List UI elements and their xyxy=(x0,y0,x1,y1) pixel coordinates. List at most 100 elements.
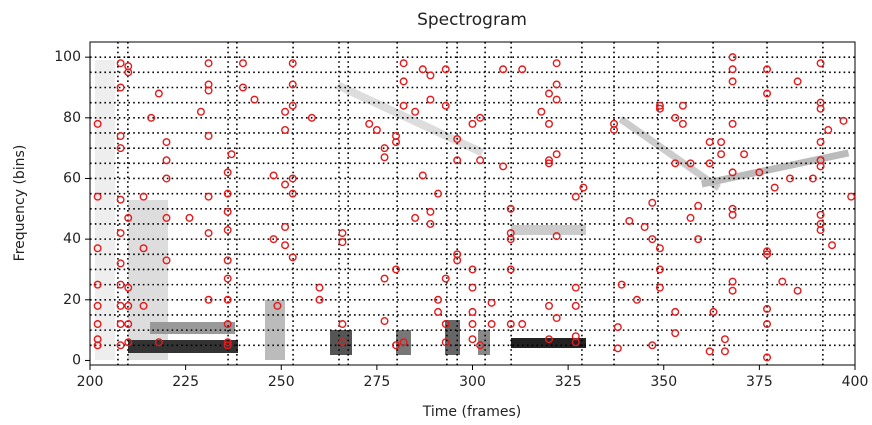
peak-marker xyxy=(671,329,680,338)
x-tick-label: 325 xyxy=(555,374,582,390)
peak-marker xyxy=(281,241,290,250)
peak-marker xyxy=(518,65,527,74)
peak-marker xyxy=(223,320,232,329)
peak-marker xyxy=(147,113,156,122)
peak-marker xyxy=(124,338,133,347)
peak-marker xyxy=(227,150,236,159)
peak-marker xyxy=(728,168,737,177)
peak-marker xyxy=(571,338,580,347)
peak-marker xyxy=(223,207,232,216)
texture xyxy=(150,322,235,334)
x-tick-label: 350 xyxy=(650,374,677,390)
texture xyxy=(618,116,721,191)
peak-marker xyxy=(441,320,450,329)
peak-marker xyxy=(441,101,450,110)
peak-marker xyxy=(453,135,462,144)
peak-marker xyxy=(648,235,657,244)
peak-marker xyxy=(392,341,401,350)
peak-marker xyxy=(315,283,324,292)
x-tick-label: 400 xyxy=(842,374,869,390)
peak-marker xyxy=(162,156,171,165)
peak-marker xyxy=(740,150,749,159)
y-axis-label: Frequency (bins) xyxy=(12,145,28,262)
peak-marker xyxy=(392,138,401,147)
peak-marker xyxy=(116,341,125,350)
peak-marker xyxy=(763,250,772,259)
peak-marker xyxy=(441,274,450,283)
peak-marker xyxy=(116,301,125,310)
peak-marker xyxy=(93,280,102,289)
peak-marker xyxy=(204,192,213,201)
peak-marker xyxy=(338,338,347,347)
peak-marker xyxy=(671,159,680,168)
peak-marker xyxy=(678,101,687,110)
peak-marker xyxy=(499,65,508,74)
peak-marker xyxy=(281,180,290,189)
peak-marker xyxy=(204,59,213,68)
peak-marker xyxy=(288,59,297,68)
peak-marker xyxy=(223,274,232,283)
peak-marker xyxy=(763,353,772,362)
peak-marker xyxy=(93,244,102,253)
peak-marker xyxy=(154,89,163,98)
x-tick-label: 275 xyxy=(364,374,391,390)
peak-marker xyxy=(632,295,641,304)
peak-marker xyxy=(116,259,125,268)
peak-marker xyxy=(162,138,171,147)
peak-marker xyxy=(281,223,290,232)
peak-marker xyxy=(552,80,561,89)
peak-marker xyxy=(468,335,477,344)
peak-marker xyxy=(678,119,687,128)
peak-marker xyxy=(476,113,485,122)
peak-marker xyxy=(487,298,496,307)
peak-marker xyxy=(93,192,102,201)
peak-marker xyxy=(506,235,515,244)
peak-marker xyxy=(793,286,802,295)
peak-marker xyxy=(162,256,171,265)
chart-title: Spectrogram xyxy=(417,10,527,30)
peak-marker xyxy=(238,83,247,92)
peak-marker xyxy=(816,226,825,235)
peak-marker xyxy=(116,229,125,238)
peak-marker xyxy=(545,156,554,165)
x-tick-label: 250 xyxy=(268,374,295,390)
peak-marker xyxy=(426,95,435,104)
peak-marker xyxy=(116,132,125,141)
peak-marker xyxy=(338,320,347,329)
peak-marker xyxy=(269,235,278,244)
peak-marker xyxy=(288,101,297,110)
texture xyxy=(701,149,850,188)
peak-marker xyxy=(506,265,515,274)
peak-marker xyxy=(518,320,527,329)
peak-marker xyxy=(315,295,324,304)
peak-marker xyxy=(728,119,737,128)
peak-marker xyxy=(816,138,825,147)
y-tick-label: 100 xyxy=(54,49,81,65)
texture xyxy=(396,330,411,355)
peak-marker xyxy=(93,320,102,329)
peak-marker xyxy=(671,113,680,122)
peak-marker xyxy=(824,125,833,134)
peak-marker xyxy=(380,274,389,283)
peak-marker xyxy=(453,256,462,265)
peak-marker xyxy=(655,244,664,253)
peak-marker xyxy=(625,216,634,225)
peak-marker xyxy=(124,301,133,310)
peak-marker xyxy=(399,77,408,86)
peak-marker xyxy=(418,171,427,180)
peak-marker xyxy=(426,219,435,228)
peak-marker xyxy=(380,153,389,162)
texture xyxy=(445,320,460,355)
peak-marker xyxy=(273,301,282,310)
peak-marker xyxy=(545,89,554,98)
peak-marker xyxy=(613,323,622,332)
peak-marker xyxy=(399,338,408,347)
peak-marker xyxy=(196,107,205,116)
peak-marker xyxy=(506,204,515,213)
peak-marker xyxy=(655,101,664,110)
peak-marker xyxy=(686,159,695,168)
peak-marker xyxy=(288,189,297,198)
peak-marker xyxy=(847,192,856,201)
peak-marker xyxy=(728,77,737,86)
